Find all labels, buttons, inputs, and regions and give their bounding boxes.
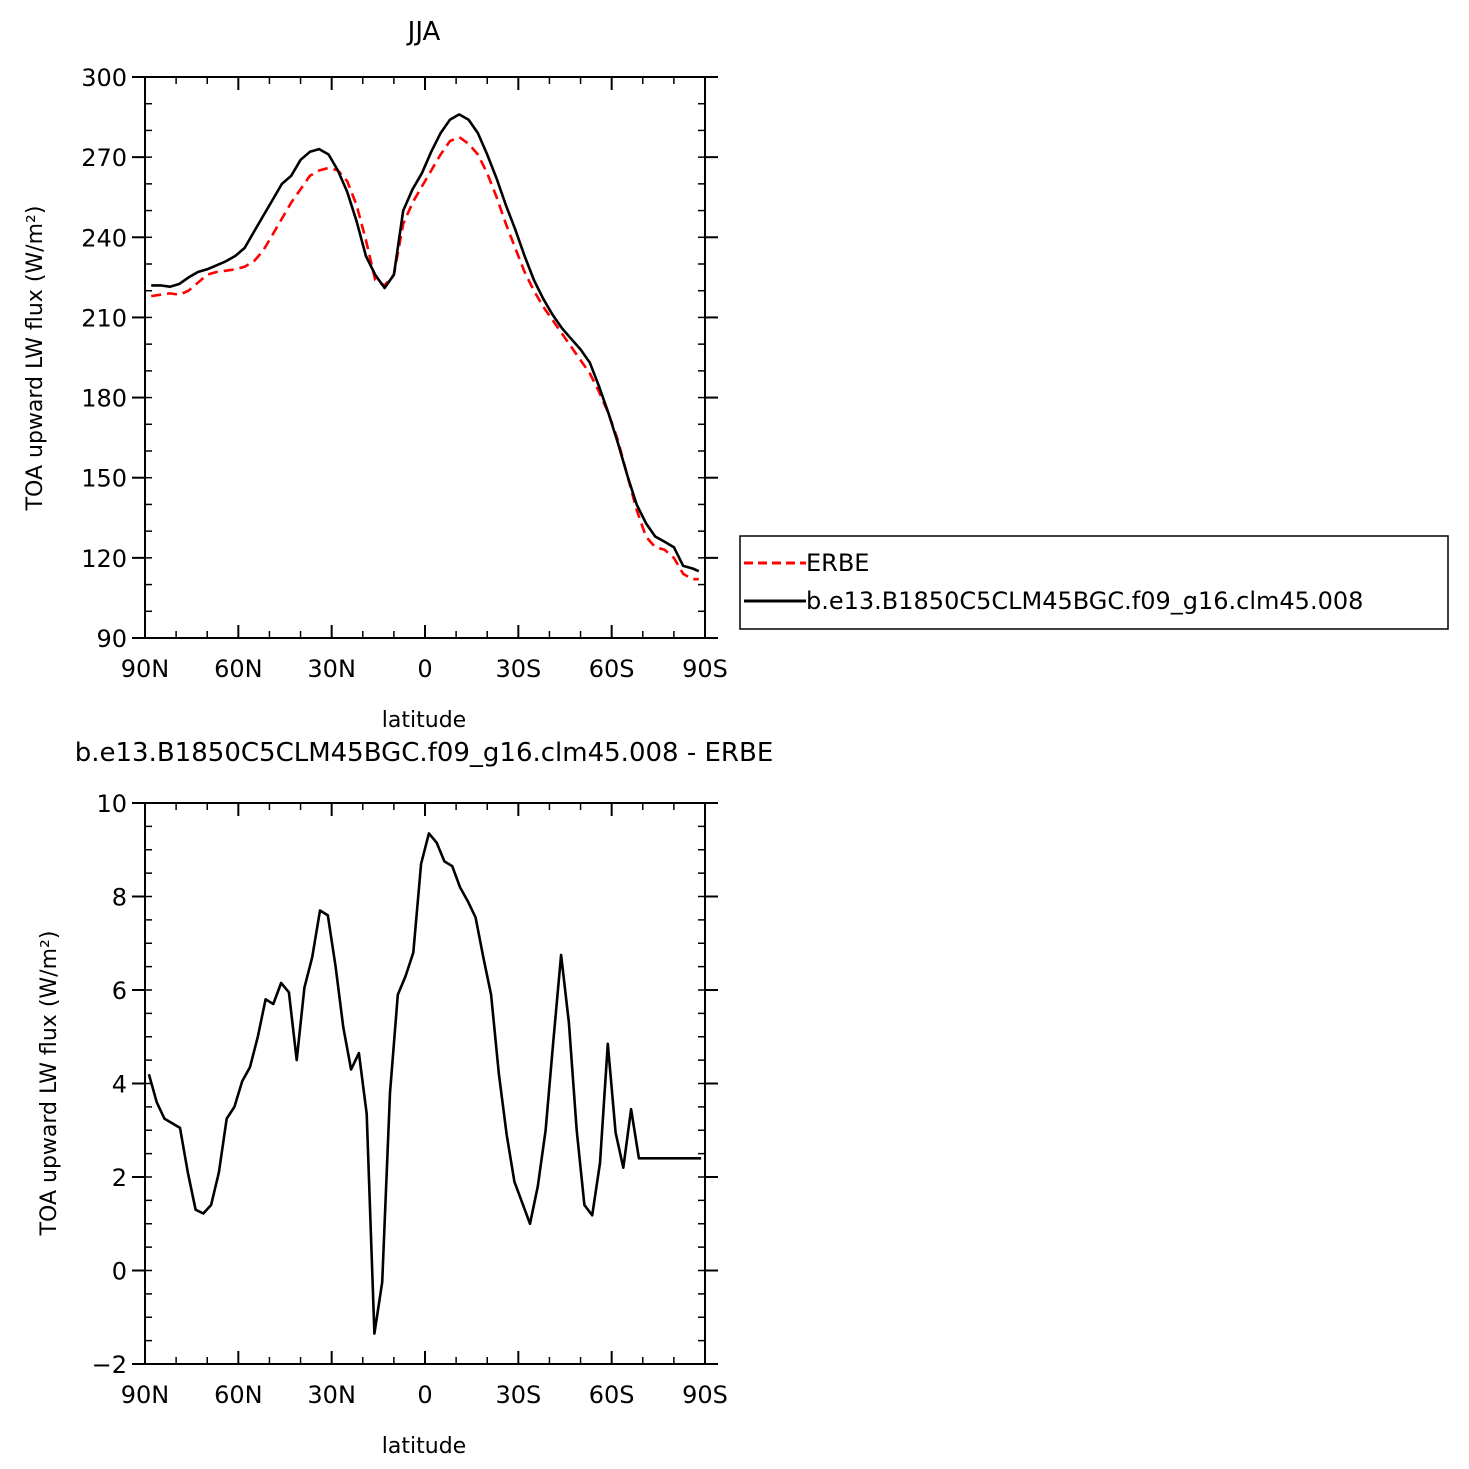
x-tick-label: 90N: [121, 655, 170, 683]
y-tick-label: 120: [81, 545, 127, 573]
x-tick-label: 60S: [589, 1381, 635, 1409]
x-tick-labels: 90N 60N 30N 0 30S 60S 90S: [121, 655, 728, 683]
y-axis-label: TOA upward LW flux (W/m²): [23, 206, 48, 512]
x-tick-label: 30S: [495, 1381, 541, 1409]
x-tick-label: 90S: [682, 1381, 728, 1409]
y-tick-label: 4: [112, 1071, 127, 1099]
x-tick-label: 90S: [682, 655, 728, 683]
y-tick-label: 210: [81, 304, 127, 332]
legend-label-model: b.e13.B1850C5CLM45BGC.f09_g16.clm45.008: [806, 587, 1363, 615]
y-tick-label: 150: [81, 465, 127, 493]
y-tick-label: 90: [96, 625, 127, 653]
legend-label-erbe: ERBE: [806, 549, 869, 577]
chart-title: JJA: [406, 17, 441, 47]
y-tick-label: 8: [112, 884, 127, 912]
y-tick-label: 180: [81, 385, 127, 413]
series-line-0: [151, 135, 699, 581]
series-line-1: [151, 113, 700, 573]
series-line-0: [147, 832, 702, 1335]
data-lines: [151, 113, 700, 581]
y-tick-label: 6: [112, 977, 127, 1005]
y-tick-labels: 90 120 150 180 210 240 270 300: [81, 64, 127, 653]
plot-frame: [144, 802, 706, 1365]
plot-frame: [144, 76, 706, 639]
x-axis-label: latitude: [382, 1434, 466, 1459]
x-tick-label: 60N: [214, 655, 263, 683]
x-tick-label: 30S: [495, 655, 541, 683]
y-tick-label: −2: [92, 1351, 127, 1379]
x-tick-label: 60S: [589, 655, 635, 683]
x-tick-label: 30N: [307, 1381, 356, 1409]
panel-bottom: b.e13.B1850C5CLM45BGC.f09_g16.clm45.008 …: [37, 738, 773, 1459]
y-tick-label: 240: [81, 224, 127, 252]
chart-title-difference: b.e13.B1850C5CLM45BGC.f09_g16.clm45.008 …: [75, 738, 774, 768]
x-tick-label: 90N: [121, 1381, 170, 1409]
legend-frame: [739, 535, 1449, 630]
panel-top: JJA 90N 60N 30N 0 30S 60S 90S 90 120 150 180 210 24…: [23, 17, 728, 733]
x-tick-label: 60N: [214, 1381, 263, 1409]
y-tick-label: 300: [81, 64, 127, 92]
x-axis-label: latitude: [382, 708, 466, 733]
x-tick-label: 0: [417, 1381, 432, 1409]
y-tick-label: 270: [81, 144, 127, 172]
legend: ERBE b.e13.B1850C5CLM45BGC.f09_g16.clm45…: [739, 535, 1449, 630]
data-lines: [147, 832, 702, 1335]
y-axis-label: TOA upward LW flux (W/m²): [37, 931, 62, 1237]
x-tick-label: 0: [417, 655, 432, 683]
y-tick-labels: −2 0 2 4 6 8 10: [92, 790, 127, 1379]
y-tick-label: 10: [96, 790, 127, 818]
x-tick-label: 30N: [307, 655, 356, 683]
x-tick-labels: 90N 60N 30N 0 30S 60S 90S: [121, 1381, 728, 1409]
y-tick-label: 0: [112, 1258, 127, 1286]
tick-marks: [132, 76, 718, 639]
tick-marks: [132, 802, 718, 1365]
y-tick-label: 2: [112, 1164, 127, 1192]
